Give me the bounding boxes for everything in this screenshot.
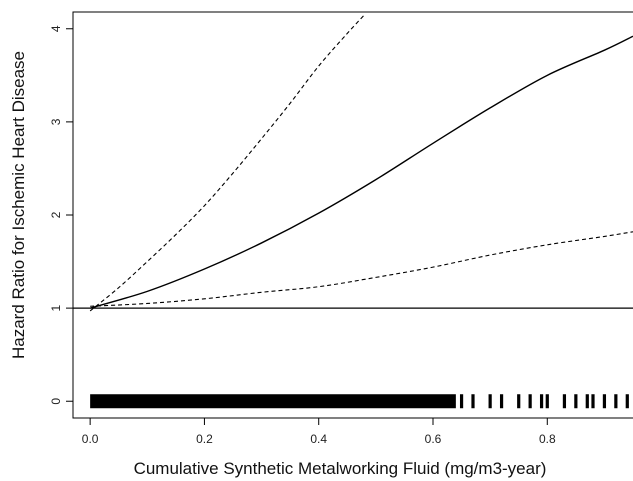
rug-mark (591, 394, 595, 409)
x-tick-label: 0.6 (425, 432, 442, 446)
rug-mark (517, 394, 521, 409)
rug-mark (585, 394, 589, 409)
rug-mark (488, 394, 492, 409)
y-tick-label: 2 (49, 211, 63, 218)
estimate-line (89, 35, 633, 309)
x-tick-label: 0.8 (539, 432, 556, 446)
plot-area: 0.0 0.2 0.4 0.6 0.8 0 1 2 3 4 (49, 11, 633, 446)
rug-mark (602, 394, 607, 409)
y-tick-label: 1 (49, 304, 63, 311)
rug-mark (545, 394, 549, 409)
plot-frame (72, 11, 633, 419)
y-tick-label: 0 (49, 398, 63, 405)
x-tick-label: 0.4 (310, 432, 327, 446)
rug-mark (574, 394, 578, 409)
x-tick-label: 0.0 (82, 432, 99, 446)
x-tick-label: 0.2 (196, 432, 213, 446)
curves-group (89, 14, 633, 312)
rug-mark (562, 394, 567, 409)
y-axis-title: Hazard Ratio for Ischemic Heart Disease (9, 51, 28, 359)
upper-bound-line (89, 14, 365, 312)
rug-mark (471, 394, 475, 409)
rug-mark (539, 394, 544, 409)
lower-bound-line (90, 231, 633, 307)
rug-mark (614, 394, 618, 409)
rug-mark (528, 394, 532, 409)
rug-mark (499, 394, 504, 409)
rug-mark (625, 394, 629, 409)
rug-dense-block (90, 394, 456, 409)
y-tick-label: 3 (49, 118, 63, 125)
x-axis-title: Cumulative Synthetic Metalworking Fluid … (134, 459, 547, 478)
y-tick-label: 4 (49, 25, 63, 32)
rug-mark (459, 394, 464, 409)
